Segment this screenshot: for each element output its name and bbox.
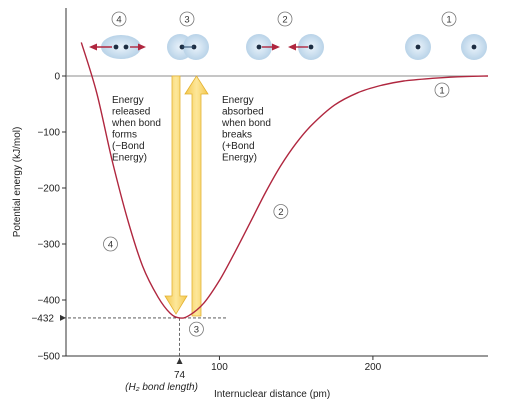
x-tick-label: 200 [365,362,382,373]
x-ticks: 100 200 [211,356,382,373]
y-tick-label: −300 [37,240,60,251]
annotation-line: forms [112,130,137,141]
atom-diagram-3-number: 3 [184,15,189,26]
point-labels: 1 2 3 4 [103,82,450,337]
point-label-number: 4 [108,240,113,251]
annotation-line: Energy) [112,153,147,164]
annotation-line: absorbed [222,107,264,118]
potential-energy-curve [80,42,489,319]
atom-diagram-4-number: 4 [116,15,121,26]
y-tick-label: 0 [54,72,60,83]
atom-diagram-2: 2 [246,11,324,60]
annotation-line: when bond [111,118,161,129]
y-tick-label: −500 [37,352,60,363]
point-label-circle [273,204,289,219]
minimum-x-label: 74 [174,370,186,381]
atom-diagram-1: 1 [405,11,487,60]
energy-absorbed-arrow [184,75,209,317]
bond-length-label: (H₂ bond length) [125,382,198,393]
atom-diagram-2-number: 2 [282,15,287,26]
annotation-line: Energy [222,95,254,106]
energy-released-arrow [164,75,188,315]
y-tick-label: −100 [37,128,60,139]
annotation-line: when bond [221,118,271,129]
y-tick-label: −400 [37,296,60,307]
x-tick-label: 100 [211,362,228,373]
annotation-line: Energy [112,95,144,106]
minimum-y-label: −432 [31,313,54,324]
point-label-number: 2 [278,207,283,218]
annotation-line: Energy) [222,153,257,164]
y-axis-label: Potential energy (kJ/mol) [12,127,23,238]
atom-diagram-3: 3 [167,11,209,60]
y-tick-label: −200 [37,184,60,195]
point-label-number: 3 [194,325,199,336]
annotation-line: (+Bond [222,141,255,152]
atom-diagram-4: 4 [89,11,146,59]
y-ticks: 0 −100 −200 −300 −400 −500 [37,72,66,363]
point-label-circle [189,321,204,337]
atom-diagram-1-number: 1 [446,15,451,26]
annotation-line: breaks [222,130,252,141]
minimum-y-pointer [60,314,66,321]
x-axis-label: Internuclear distance (pm) [214,389,330,400]
minimum-x-pointer [176,358,183,364]
annotation-line: (−Bond [112,141,145,152]
annotation-line: released [112,107,150,118]
point-label-circle [103,236,118,252]
point-label-number: 1 [439,86,444,97]
point-label-circle [434,82,450,98]
